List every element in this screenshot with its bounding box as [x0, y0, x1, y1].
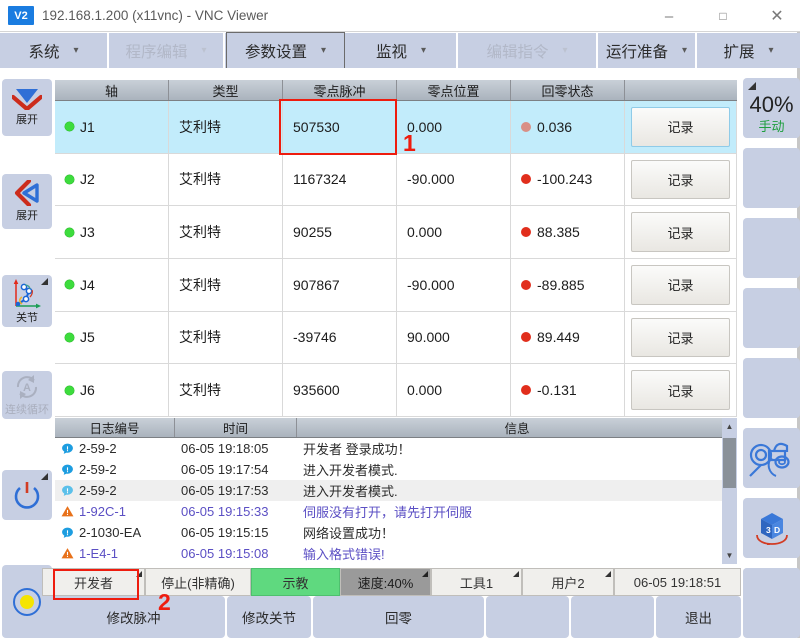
svg-text:A: A: [23, 382, 31, 394]
svg-text:D: D: [774, 525, 780, 535]
svg-text:3: 3: [766, 525, 771, 535]
